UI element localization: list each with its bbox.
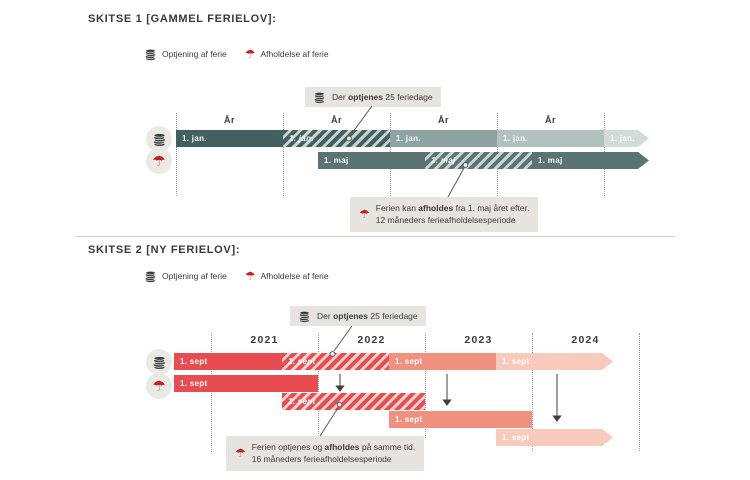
take-row-icon: ☂ [146,373,172,399]
earn-row-icon [146,126,172,152]
legend-take-label: Afholdelse af ferie [260,49,329,59]
arrow-tip [638,152,649,169]
bar-label: 1. sept [288,397,316,406]
bar-label: 1. sept [395,415,423,424]
year-label-2021: 2021 [250,334,279,346]
coins-icon [152,355,166,370]
year-gridline [532,333,533,451]
bar-label: 1. maj [431,156,456,165]
earn-bar-segment-hatched: 1. jan. [283,130,390,147]
skitse1-legend: Optjening af ferie ☂ Afholdelse af ferie [144,46,347,62]
connector-line [319,407,339,437]
bar-label: 1. sept [288,357,316,366]
note-text: Ferien kan afholdes fra 1. maj året efte… [375,203,530,226]
skitse1-note-take: ☂ Ferien kan afholdes fra 1. maj året ef… [350,197,539,232]
take-bar-segment: 1. sept [174,375,318,392]
umbrella-icon: ☂ [244,47,256,61]
carry-over-arrowhead [442,399,452,406]
earn-bar-segment: 1. sept [389,353,496,370]
skitse1-callout-earn: Der optjenes 25 feriedage [305,87,441,107]
take-bar-segment: 1. sept [496,429,602,446]
umbrella-icon: ☂ [152,377,166,395]
legend-earn-label: Optjening af ferie [162,271,227,281]
umbrella-icon: ☂ [359,207,370,222]
earn-bar-segment: 1. sept [174,353,282,370]
year-gridline [425,333,426,438]
earn-bar-segment: 1. jan. [497,130,604,147]
legend-earn-item: Optjening af ferie [144,270,227,283]
arrow-tip [602,429,613,446]
take-bar-segment: 1. maj [318,152,425,169]
take-bar-segment: 1. maj [532,152,638,169]
arrow-tip [602,353,613,370]
coins-icon [144,48,157,61]
umbrella-icon: ☂ [152,152,166,170]
bar-label: 1. maj [324,156,349,165]
skitse2-legend: Optjening af ferie ☂ Afholdelse af ferie [144,268,347,284]
bar-label: 1. maj [538,156,563,165]
bar-label: 1. jan. [610,134,635,143]
year-label-2024: 2024 [571,334,600,346]
earn-bar-segment: 1. jan. [604,130,638,147]
take-row-icon: ☂ [146,148,172,174]
coins-icon [298,310,311,323]
earn-bar-segment-hatched: 1. sept [282,353,389,370]
coins-icon [313,91,326,104]
axis-year-label: År [437,115,449,125]
take-bar-segment: 1. sept [389,411,532,428]
skitse2-note-take: ☂ Ferien optjenes og afholdes på samme t… [226,436,425,471]
umbrella-icon: ☂ [235,446,246,461]
bar-label: 1. sept [502,357,530,366]
year-label-2023: 2023 [464,334,493,346]
legend-take-item: ☂ Afholdelse af ferie [245,270,329,282]
bar-label: 1. sept [180,357,208,366]
earn-bar-segment: 1. sept [496,353,602,370]
axis-year-label: År [330,115,342,125]
year-gridline [176,113,177,196]
coins-icon [144,270,157,283]
note-text: Ferien optjenes og afholdes på samme tid… [251,442,416,465]
umbrella-icon: ☂ [244,269,256,283]
earn-row-icon [146,349,172,375]
callout-text: Der optjenes 25 feriedage [332,92,433,102]
connector-line [447,167,465,198]
legend-take-label: Afholdelse af ferie [260,271,329,281]
bar-label: 1. jan. [503,134,528,143]
year-label-2022: 2022 [357,334,386,346]
axis-year-label: År [544,115,556,125]
skitse2-title: SKITSE 2 [NY FERIELOV]: [88,244,241,256]
year-gridline [283,113,284,196]
bar-label: 1. jan. [396,134,421,143]
bar-label: 1. jan. [289,134,314,143]
bar-label: 1. sept [395,357,423,366]
carry-over-arrowhead [552,415,562,422]
year-gridline [211,333,212,452]
take-bar-segment-hatched: 1. maj [425,152,532,169]
earn-bar-segment: 1. jan. [176,130,283,147]
legend-earn-label: Optjening af ferie [162,49,227,59]
coins-icon [152,132,166,147]
axis-year-label: År [223,115,235,125]
bar-label: 1. sept [180,379,208,388]
arrow-tip [638,130,649,147]
year-gridline [318,333,319,434]
legend-take-item: ☂ Afholdelse af ferie [245,48,329,60]
bar-label: 1. sept [502,433,530,442]
bar-label: 1. jan. [182,134,207,143]
earn-bar-segment: 1. jan. [390,130,497,147]
take-bar-segment-hatched: 1. sept [282,393,425,410]
callout-text: Der optjenes 25 feriedage [317,311,418,321]
legend-earn-item: Optjening af ferie [144,48,227,61]
skitse1-title: SKITSE 1 [GAMMEL FERIELOV]: [88,13,277,25]
skitse2-callout-earn: Der optjenes 25 feriedage [290,306,426,326]
carry-over-arrowhead [335,385,345,392]
year-gridline [639,333,640,451]
section-divider [75,236,675,237]
